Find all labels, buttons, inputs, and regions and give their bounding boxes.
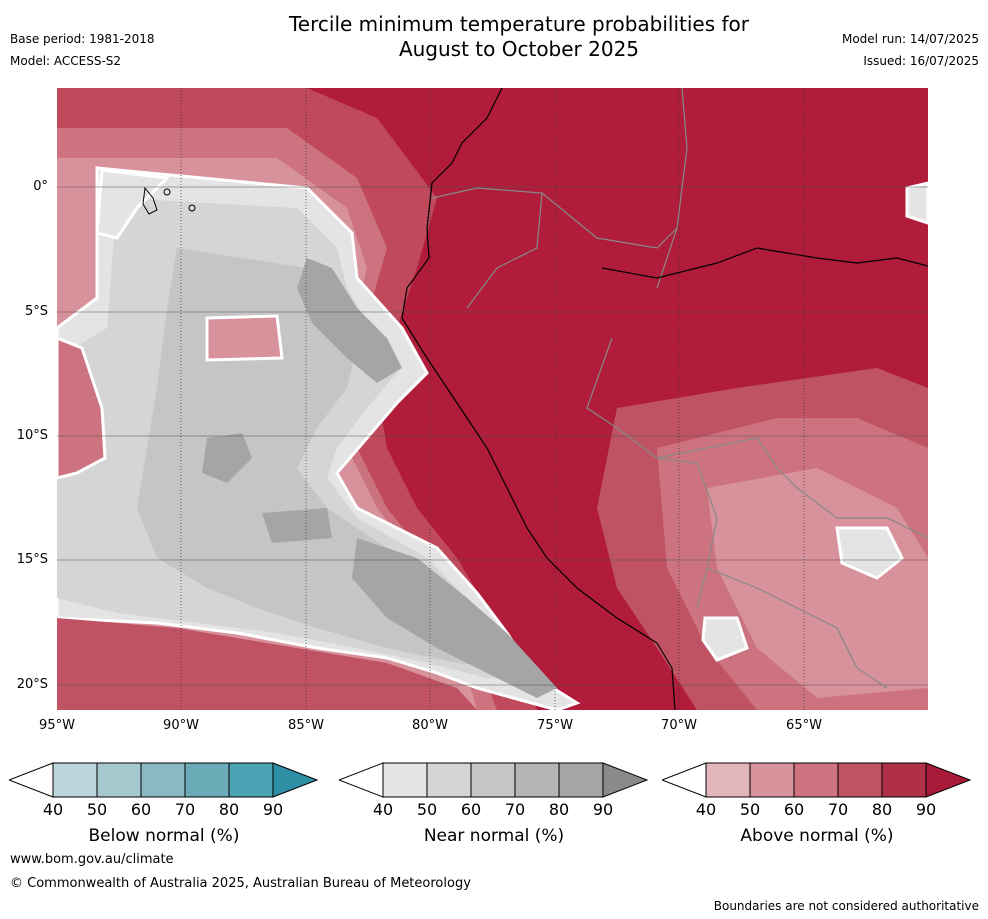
coastline bbox=[401, 88, 676, 710]
above-normal-swatch-50 bbox=[749, 762, 795, 798]
above-tick-70: 70 bbox=[827, 800, 849, 819]
above-normal-label: Above normal (%) bbox=[740, 826, 894, 846]
model-run: Model run: 14/07/2025 bbox=[841, 32, 979, 46]
near-tick-70: 70 bbox=[504, 800, 526, 819]
lon-label-95w: 95°W bbox=[39, 718, 75, 733]
below-tick-80: 80 bbox=[218, 800, 240, 819]
near-40-interior-patch bbox=[835, 526, 904, 580]
near-tick-60: 60 bbox=[460, 800, 482, 819]
above-normal-high-arrow bbox=[925, 762, 972, 798]
below-normal-colorbar bbox=[9, 762, 319, 798]
disclaimer: Boundaries are not considered authoritat… bbox=[713, 899, 979, 913]
above-70-south bbox=[57, 618, 477, 710]
above-normal-swatch-80 bbox=[881, 762, 927, 798]
near-normal-label: Near normal (%) bbox=[423, 826, 565, 846]
below-tick-60: 60 bbox=[130, 800, 152, 819]
above-normal-low-arrow bbox=[662, 762, 707, 798]
below-normal-swatch-70 bbox=[184, 762, 230, 798]
near-40-titicaca-patch bbox=[701, 616, 749, 662]
below-normal-label: Below normal (%) bbox=[88, 826, 240, 846]
above-50-interior bbox=[707, 468, 928, 698]
near-normal-swatch-40 bbox=[382, 762, 428, 798]
lon-label-85w: 85°W bbox=[288, 718, 324, 733]
above-normal-swatch-60 bbox=[793, 762, 839, 798]
lon-label-70w: 70°W bbox=[661, 718, 697, 733]
near-normal-swatch-80 bbox=[558, 762, 604, 798]
above-normal-colorbar bbox=[662, 762, 972, 798]
meta-right: Model run: 14/07/2025 Issued: 16/07/2025 bbox=[842, 28, 979, 72]
near-normal-low-arrow bbox=[339, 762, 384, 798]
issued-date: Issued: 16/07/2025 bbox=[863, 54, 979, 68]
below-tick-50: 50 bbox=[86, 800, 108, 819]
lat-label-0: 0° bbox=[33, 179, 48, 194]
above-tick-50: 50 bbox=[739, 800, 761, 819]
lat-label-15s: 15°S bbox=[16, 552, 48, 567]
meta-left: Base period: 1981-2018 Model: ACCESS-S2 bbox=[10, 28, 155, 72]
lon-label-75w: 75°W bbox=[537, 718, 573, 733]
near-normal-high-arrow bbox=[602, 762, 649, 798]
country-borders bbox=[431, 88, 928, 689]
below-normal-swatch-50 bbox=[96, 762, 142, 798]
lat-label-10s: 10°S bbox=[16, 428, 48, 443]
near-40-ne-patch bbox=[905, 181, 928, 225]
website-link[interactable]: www.bom.gov.au/climate bbox=[10, 852, 174, 867]
near-80-blob-b bbox=[352, 538, 557, 698]
above-tick-90: 90 bbox=[915, 800, 937, 819]
near-normal-swatch-50 bbox=[426, 762, 472, 798]
above-normal-swatch-70 bbox=[837, 762, 883, 798]
below-tick-40: 40 bbox=[42, 800, 64, 819]
above-60-west-patch bbox=[57, 336, 107, 480]
near-normal-colorbar bbox=[339, 762, 649, 798]
probability-map bbox=[57, 88, 928, 710]
near-tick-40: 40 bbox=[372, 800, 394, 819]
below-tick-90: 90 bbox=[262, 800, 284, 819]
above-tick-40: 40 bbox=[695, 800, 717, 819]
amazon-river bbox=[601, 247, 928, 279]
galapagos-islands bbox=[142, 186, 196, 215]
below-normal-swatch-40 bbox=[52, 762, 98, 798]
lon-label-90w: 90°W bbox=[163, 718, 199, 733]
title-line-2: August to October 2025 bbox=[398, 37, 640, 61]
below-normal-swatch-80 bbox=[228, 762, 274, 798]
near-80-blob-a bbox=[297, 258, 402, 383]
below-normal-high-arrow bbox=[272, 762, 319, 798]
lon-label-80w: 80°W bbox=[412, 718, 448, 733]
near-normal-swatch-70 bbox=[514, 762, 560, 798]
near-tick-50: 50 bbox=[416, 800, 438, 819]
near-80-blob-d bbox=[262, 508, 332, 543]
model-name: Model: ACCESS-S2 bbox=[10, 54, 122, 68]
near-tick-90: 90 bbox=[592, 800, 614, 819]
above-normal-swatch-40 bbox=[705, 762, 751, 798]
near-80-blob-c bbox=[202, 433, 252, 483]
above-50-patch bbox=[205, 314, 284, 362]
lat-label-20s: 20°S bbox=[16, 677, 48, 692]
above-tick-80: 80 bbox=[871, 800, 893, 819]
base-period: Base period: 1981-2018 bbox=[10, 32, 155, 46]
title-line-1: Tercile minimum temperature probabilitie… bbox=[288, 12, 750, 36]
above-tick-60: 60 bbox=[783, 800, 805, 819]
near-normal-swatch-60 bbox=[470, 762, 516, 798]
lon-label-65w: 65°W bbox=[786, 718, 822, 733]
graticule bbox=[57, 186, 928, 686]
copyright: © Commonwealth of Australia 2025, Austra… bbox=[10, 876, 471, 891]
below-tick-70: 70 bbox=[174, 800, 196, 819]
map-title: Tercile minimum temperature probabilitie… bbox=[200, 12, 838, 62]
near-tick-80: 80 bbox=[548, 800, 570, 819]
below-normal-swatch-60 bbox=[140, 762, 186, 798]
lat-label-5s: 5°S bbox=[24, 304, 48, 319]
below-normal-low-arrow bbox=[9, 762, 54, 798]
